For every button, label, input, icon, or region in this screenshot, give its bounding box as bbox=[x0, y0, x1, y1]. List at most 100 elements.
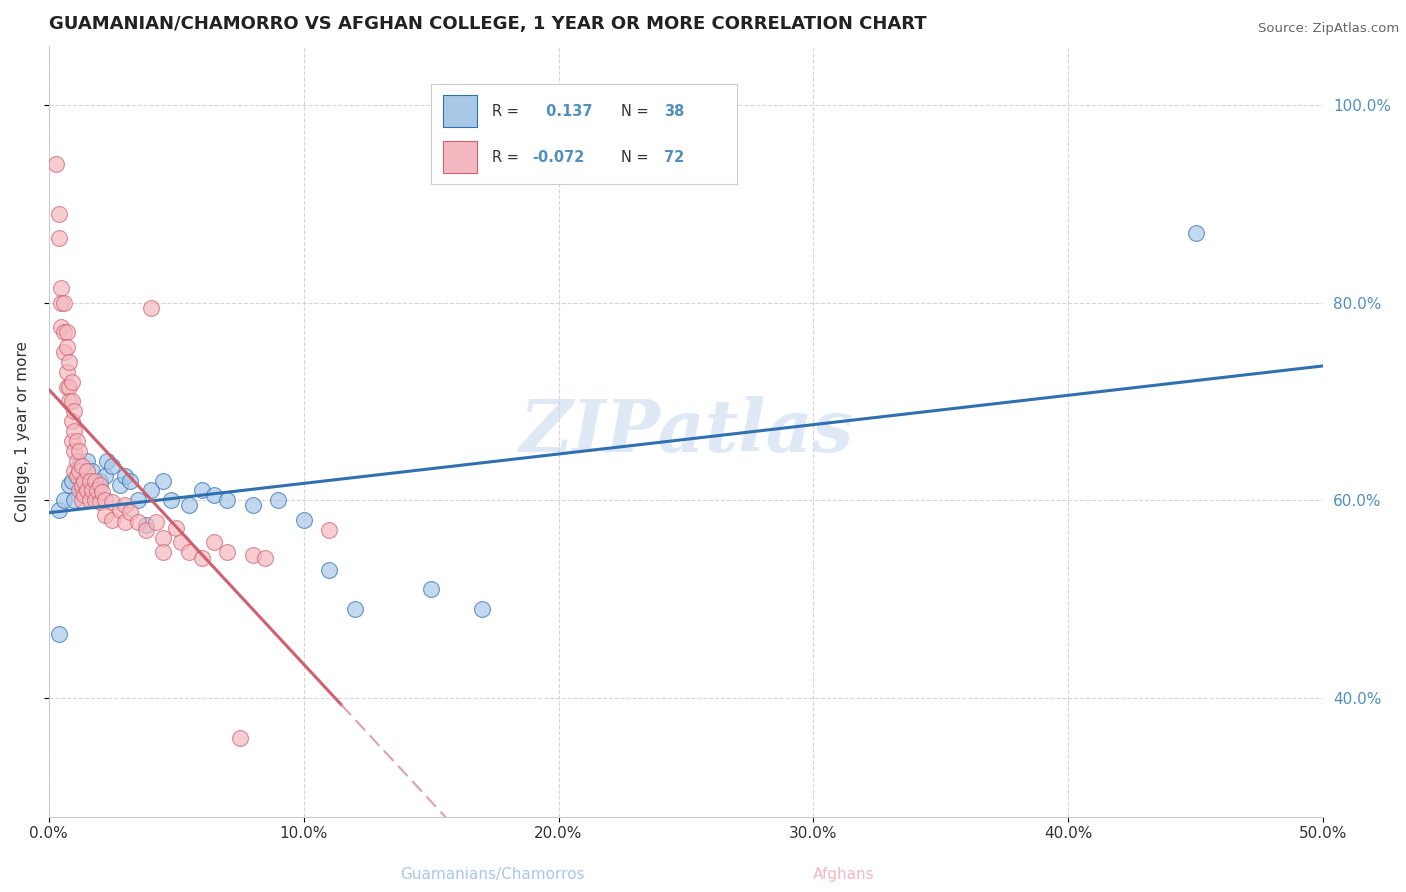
Point bbox=[267, 493, 290, 508]
Point bbox=[152, 474, 174, 488]
Point bbox=[60, 375, 83, 389]
Point bbox=[58, 379, 80, 393]
Point bbox=[48, 503, 70, 517]
Point bbox=[145, 515, 167, 529]
Point bbox=[73, 474, 96, 488]
Point bbox=[63, 404, 86, 418]
Point bbox=[101, 458, 124, 473]
Point bbox=[48, 207, 70, 221]
Point bbox=[127, 493, 149, 508]
Point bbox=[83, 483, 105, 498]
Point bbox=[66, 454, 89, 468]
Point bbox=[471, 602, 494, 616]
Point bbox=[67, 458, 90, 473]
Point bbox=[96, 454, 118, 468]
Point bbox=[101, 513, 124, 527]
Point bbox=[420, 582, 443, 597]
Point bbox=[190, 550, 212, 565]
Point bbox=[83, 474, 105, 488]
Text: Afghans: Afghans bbox=[813, 867, 875, 881]
Point bbox=[318, 523, 340, 537]
Point bbox=[67, 443, 90, 458]
Point bbox=[51, 295, 73, 310]
Point bbox=[83, 493, 105, 508]
Point bbox=[139, 483, 162, 498]
Point bbox=[177, 498, 200, 512]
Point bbox=[67, 464, 90, 478]
Point bbox=[190, 483, 212, 498]
Point bbox=[217, 493, 239, 508]
Point bbox=[48, 231, 70, 245]
Point bbox=[51, 281, 73, 295]
Point bbox=[63, 493, 86, 508]
Point bbox=[58, 355, 80, 369]
Point bbox=[292, 513, 315, 527]
Text: ZIPatlas: ZIPatlas bbox=[519, 396, 853, 467]
Point bbox=[135, 523, 157, 537]
Point bbox=[114, 515, 136, 529]
Point bbox=[86, 483, 108, 498]
Point bbox=[67, 483, 90, 498]
Text: Guamanians/Chamorros: Guamanians/Chamorros bbox=[399, 867, 585, 881]
Point bbox=[63, 464, 86, 478]
Text: GUAMANIAN/CHAMORRO VS AFGHAN COLLEGE, 1 YEAR OR MORE CORRELATION CHART: GUAMANIAN/CHAMORRO VS AFGHAN COLLEGE, 1 … bbox=[49, 15, 927, 33]
Point bbox=[1185, 227, 1208, 241]
Point bbox=[160, 493, 183, 508]
Point bbox=[242, 498, 264, 512]
Y-axis label: College, 1 year or more: College, 1 year or more bbox=[15, 341, 30, 522]
Point bbox=[55, 326, 77, 340]
Point bbox=[60, 414, 83, 428]
Point bbox=[63, 424, 86, 438]
Point bbox=[217, 545, 239, 559]
Point bbox=[120, 474, 142, 488]
Point bbox=[76, 464, 98, 478]
Point bbox=[79, 493, 101, 508]
Point bbox=[89, 478, 111, 492]
Point bbox=[242, 548, 264, 562]
Point bbox=[114, 468, 136, 483]
Point bbox=[55, 365, 77, 379]
Point bbox=[45, 157, 67, 171]
Point bbox=[114, 498, 136, 512]
Point bbox=[60, 394, 83, 409]
Point bbox=[76, 483, 98, 498]
Point bbox=[53, 345, 76, 359]
Point bbox=[60, 474, 83, 488]
Point bbox=[70, 458, 93, 473]
Point bbox=[89, 474, 111, 488]
Point bbox=[152, 545, 174, 559]
Point bbox=[108, 478, 131, 492]
Point bbox=[53, 493, 76, 508]
Point bbox=[80, 483, 103, 498]
Point bbox=[94, 468, 117, 483]
Point bbox=[139, 301, 162, 315]
Point bbox=[120, 505, 142, 519]
Point bbox=[318, 562, 340, 576]
Point bbox=[73, 474, 96, 488]
Point bbox=[152, 531, 174, 545]
Point bbox=[63, 443, 86, 458]
Point bbox=[79, 474, 101, 488]
Text: Source: ZipAtlas.com: Source: ZipAtlas.com bbox=[1258, 22, 1399, 36]
Point bbox=[165, 521, 187, 535]
Point bbox=[79, 478, 101, 492]
Point bbox=[170, 534, 193, 549]
Point bbox=[60, 434, 83, 448]
Point bbox=[58, 394, 80, 409]
Point bbox=[343, 602, 366, 616]
Point bbox=[66, 468, 89, 483]
Point bbox=[58, 478, 80, 492]
Point bbox=[91, 485, 114, 500]
Point bbox=[94, 508, 117, 523]
Point bbox=[127, 515, 149, 529]
Point bbox=[51, 320, 73, 334]
Point bbox=[48, 626, 70, 640]
Point bbox=[108, 503, 131, 517]
Point bbox=[89, 495, 111, 509]
Point bbox=[177, 545, 200, 559]
Point bbox=[135, 518, 157, 533]
Point bbox=[101, 495, 124, 509]
Point bbox=[53, 326, 76, 340]
Point bbox=[73, 488, 96, 502]
Point bbox=[70, 478, 93, 492]
